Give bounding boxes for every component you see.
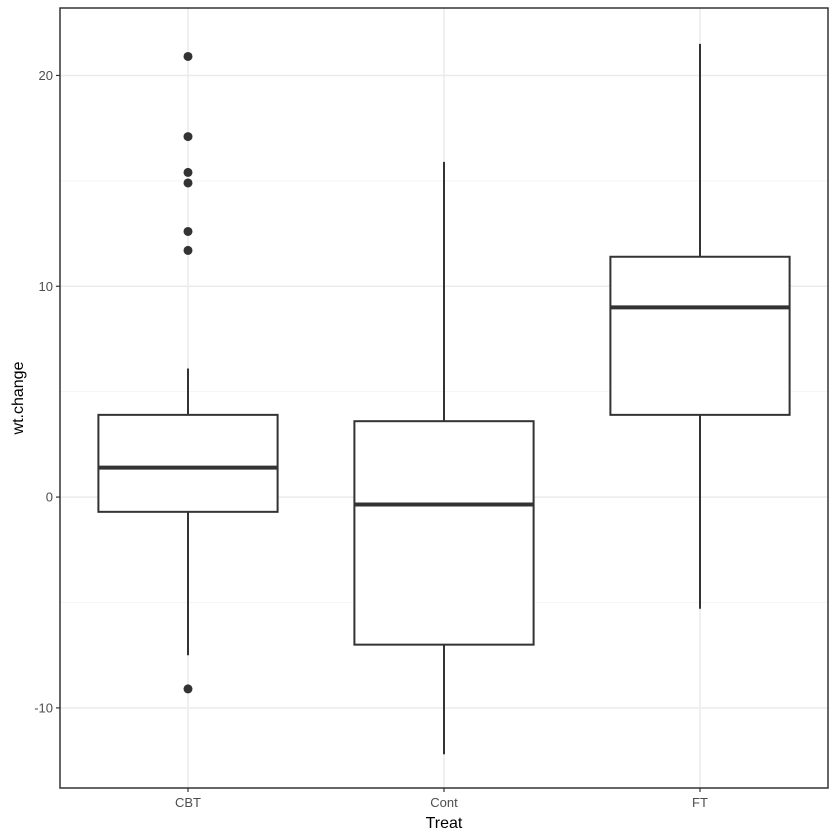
outlier-point: [183, 684, 193, 694]
outlier-point: [183, 178, 193, 188]
x-tick-label: Cont: [430, 795, 458, 810]
box-iqr: [97, 413, 279, 513]
outlier-point: [183, 51, 193, 61]
y-axis: -10 0 10 20: [34, 68, 60, 715]
box-ft: [609, 43, 791, 609]
outlier-point: [183, 245, 193, 255]
box-iqr: [353, 420, 535, 646]
y-tick-label: 10: [39, 279, 53, 294]
x-axis-title: Treat: [426, 815, 463, 832]
y-tick-label: -10: [34, 700, 53, 715]
y-tick-label: 0: [46, 490, 53, 505]
box-plots: [97, 43, 791, 755]
outlier-point: [183, 167, 193, 177]
x-tick-label: CBT: [175, 795, 201, 810]
outlier-point: [183, 132, 193, 142]
y-tick-label: 20: [39, 68, 53, 83]
x-tick-label: FT: [692, 795, 708, 810]
box-iqr: [609, 255, 791, 416]
outlier-point: [183, 226, 193, 236]
y-axis-title: wt.change: [10, 361, 27, 435]
x-axis: CBT Cont FT: [175, 788, 708, 810]
box-cont: [353, 161, 535, 755]
box-cbt: [97, 51, 279, 694]
